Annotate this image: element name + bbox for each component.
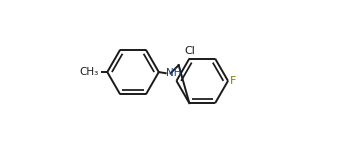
Text: F: F — [230, 76, 236, 86]
Text: Cl: Cl — [185, 46, 196, 56]
Text: NH: NH — [167, 68, 182, 78]
Text: CH₃: CH₃ — [79, 67, 98, 77]
